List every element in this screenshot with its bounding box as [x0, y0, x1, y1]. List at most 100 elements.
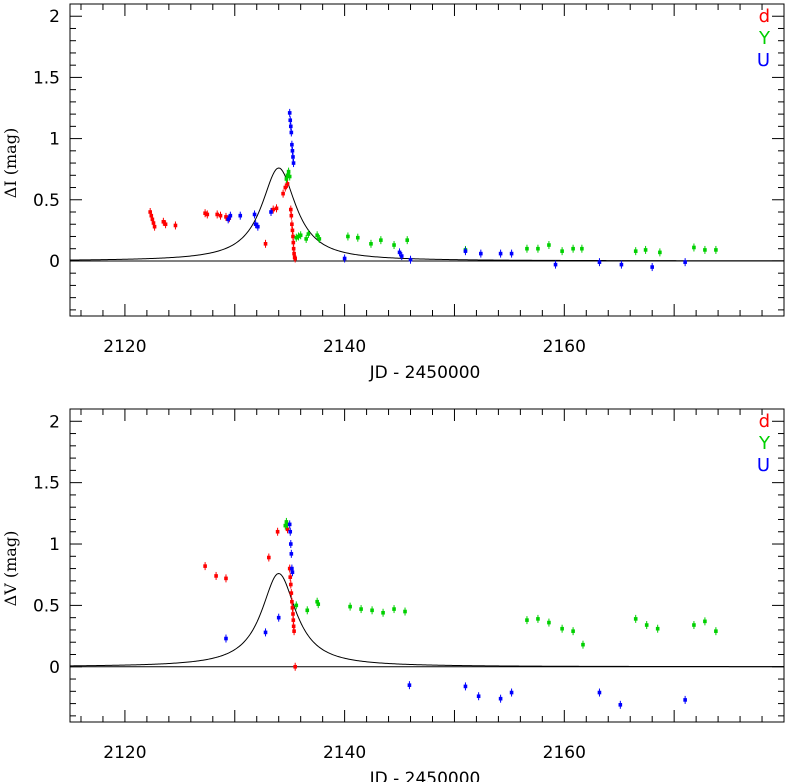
data-point-d	[290, 222, 294, 227]
legend-label-U: U	[757, 50, 770, 71]
data-point-d	[292, 251, 296, 256]
data-point-U	[397, 250, 402, 255]
data-point-Y	[286, 169, 291, 174]
data-point-d	[285, 527, 290, 532]
data-point-Y	[560, 626, 564, 631]
data-point-U	[619, 262, 624, 267]
data-point-d	[285, 182, 290, 186]
y-tick-label: 1.5	[33, 68, 60, 88]
legend-label-d: d	[759, 411, 770, 432]
data-point-Y	[714, 629, 718, 633]
y-tick-label: 0	[49, 252, 60, 272]
data-point-Y	[381, 610, 385, 615]
series-Y	[283, 517, 718, 649]
data-point-d	[291, 246, 296, 251]
x-axis-title: JD - 2450000	[369, 769, 481, 782]
data-point-Y	[317, 237, 322, 241]
y-tick-label: 2	[49, 7, 60, 27]
data-point-Y	[655, 626, 660, 631]
data-point-U	[276, 615, 281, 620]
data-point-Y	[285, 522, 290, 527]
data-point-U	[408, 257, 413, 262]
data-point-Y	[703, 619, 707, 624]
data-point-U	[509, 690, 514, 695]
data-point-Y	[355, 235, 360, 240]
data-point-U	[683, 698, 687, 702]
data-point-U	[288, 124, 293, 129]
data-point-U	[463, 684, 468, 689]
data-point-d	[287, 566, 292, 571]
data-point-Y	[285, 173, 290, 178]
data-point-Y	[571, 246, 575, 251]
data-point-Y	[284, 520, 289, 524]
data-point-Y	[359, 607, 363, 611]
data-point-Y	[547, 620, 551, 625]
data-point-Y	[298, 233, 303, 238]
y-tick-label: 0	[49, 658, 60, 678]
legend-label-Y: Y	[758, 28, 771, 49]
y-tick-label: 1.5	[33, 474, 60, 494]
data-point-Y	[644, 623, 649, 627]
series-U	[226, 108, 687, 272]
data-point-d	[150, 217, 155, 222]
data-point-d	[203, 564, 207, 568]
data-point-U	[287, 111, 292, 115]
data-point-Y	[283, 523, 288, 528]
data-point-d	[163, 222, 168, 227]
series-U	[224, 520, 687, 709]
data-point-d	[215, 212, 219, 217]
data-point-Y	[392, 607, 396, 611]
data-point-Y	[580, 246, 584, 251]
data-point-U	[290, 149, 295, 153]
data-point-d	[293, 256, 297, 261]
data-point-Y	[692, 623, 696, 627]
data-point-U	[463, 249, 468, 253]
data-point-Y	[306, 232, 311, 236]
data-point-d	[161, 219, 166, 224]
data-point-d	[290, 606, 295, 610]
data-point-Y	[304, 237, 308, 241]
data-point-Y	[714, 248, 718, 252]
data-point-U	[256, 224, 260, 229]
data-point-U	[476, 694, 481, 699]
data-point-d	[289, 213, 294, 218]
data-point-U	[342, 256, 347, 261]
data-point-Y	[525, 618, 529, 622]
model-curve	[69, 167, 784, 262]
data-point-U	[290, 566, 294, 571]
data-point-d	[267, 555, 271, 560]
data-point-U	[228, 213, 233, 218]
data-point-U	[290, 570, 295, 575]
data-point-d	[283, 185, 288, 190]
data-point-U	[291, 155, 295, 159]
data-point-Y	[305, 608, 310, 613]
data-point-d	[281, 191, 285, 196]
legend-label-Y: Y	[758, 433, 771, 454]
data-point-U	[553, 262, 558, 267]
data-point-d	[291, 612, 295, 616]
data-point-Y	[296, 234, 301, 239]
x-tick-label: 2140	[323, 337, 366, 357]
data-point-U	[479, 251, 483, 256]
y-axis-title: ΔV (mag)	[1, 531, 20, 607]
data-point-Y	[315, 233, 319, 238]
data-point-Y	[403, 609, 407, 614]
data-point-Y	[392, 243, 396, 247]
y-tick-label: 2	[49, 412, 60, 432]
plot-frame	[69, 3, 785, 317]
data-point-U	[238, 213, 243, 218]
data-point-Y	[370, 608, 374, 613]
data-point-U	[291, 161, 296, 165]
data-point-d	[275, 529, 280, 534]
data-point-d	[203, 211, 207, 216]
data-point-Y	[294, 603, 299, 608]
data-point-Y	[633, 617, 638, 621]
data-point-d	[291, 624, 296, 629]
data-point-U	[288, 118, 293, 123]
data-point-d	[218, 213, 223, 218]
data-point-U	[224, 636, 228, 641]
data-point-d	[293, 664, 297, 669]
data-point-Y	[316, 602, 321, 606]
data-point-Y	[581, 642, 585, 647]
data-point-Y	[703, 248, 707, 252]
